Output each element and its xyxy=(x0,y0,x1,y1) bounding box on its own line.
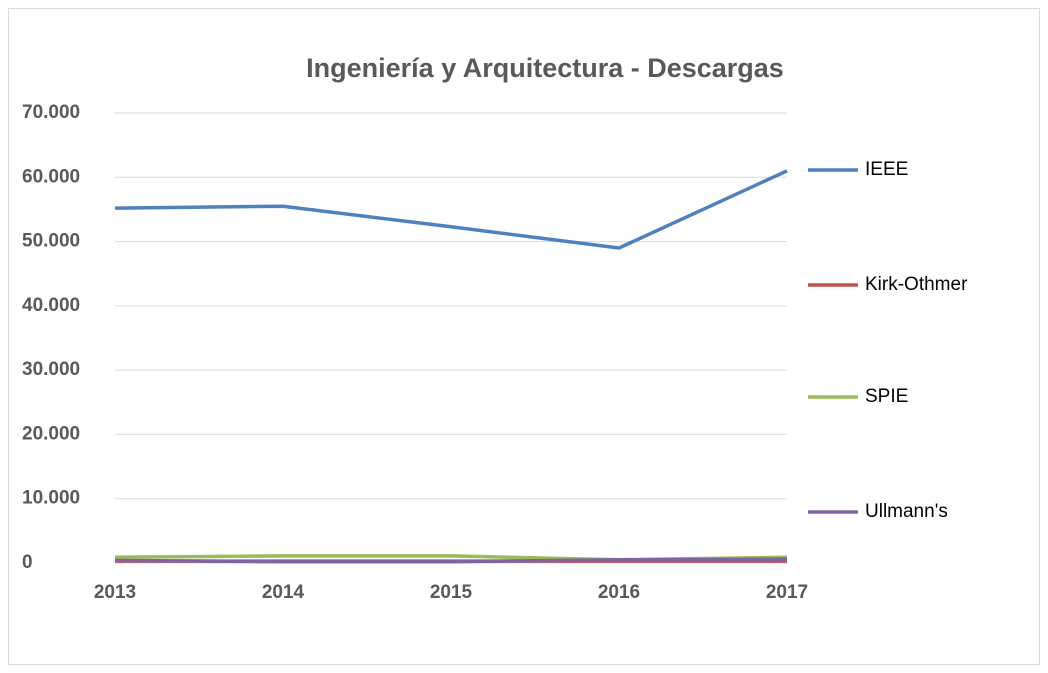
y-tick-label: 20.000 xyxy=(22,423,80,444)
y-tick-label: 60.000 xyxy=(22,166,80,187)
legend-label: SPIE xyxy=(865,386,908,407)
legend-label: IEEE xyxy=(865,159,908,180)
chart-border xyxy=(8,8,1040,665)
y-tick-label: 30.000 xyxy=(22,359,80,380)
x-tick-label: 2015 xyxy=(430,582,473,603)
x-tick-label: 2014 xyxy=(262,582,305,603)
x-tick-label: 2017 xyxy=(766,582,808,603)
legend-label: Ullmann's xyxy=(865,501,948,522)
chart-title: Ingeniería y Arquitectura - Descargas xyxy=(306,53,784,83)
y-tick-label: 70.000 xyxy=(22,102,80,123)
y-tick-label: 0 xyxy=(22,552,33,573)
x-tick-label: 2013 xyxy=(94,582,136,603)
x-tick-label: 2016 xyxy=(598,582,640,603)
y-tick-label: 10.000 xyxy=(22,488,80,509)
legend-label: Kirk-Othmer xyxy=(865,274,968,295)
y-tick-label: 40.000 xyxy=(22,295,80,316)
y-tick-label: 50.000 xyxy=(22,231,80,252)
series-line xyxy=(114,169,788,250)
series-line xyxy=(114,557,788,564)
